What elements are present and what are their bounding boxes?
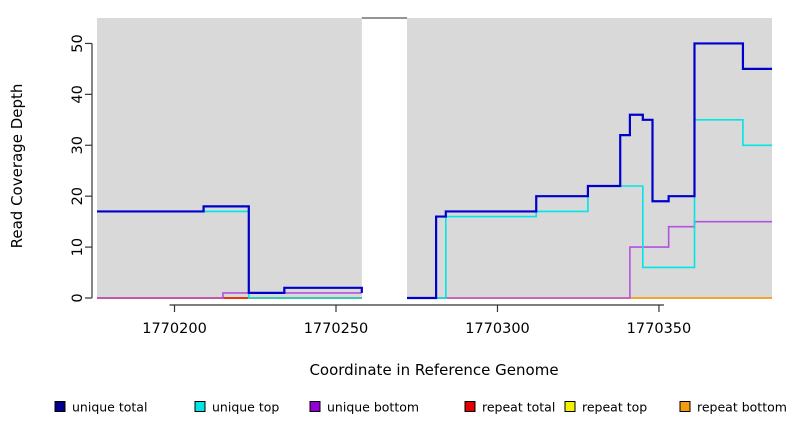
y-tick-label: 10 xyxy=(70,238,86,256)
legend-swatch-unique-total xyxy=(54,401,66,412)
series-line-unique-bottom xyxy=(97,292,362,299)
tick-labels: 0 10 20 30 40 50 1770200 1770250 1770300 1770350 xyxy=(70,34,691,337)
legend: unique total unique top unique bottom repea… xyxy=(54,400,787,415)
x-tick-label: 1770200 xyxy=(142,321,207,337)
y-tick-label: 50 xyxy=(70,34,86,52)
series-line-unique-total xyxy=(97,205,363,295)
y-tick-label: 40 xyxy=(70,85,86,103)
y-tick-label: 0 xyxy=(70,293,86,302)
legend-label-unique-total: unique total xyxy=(72,400,147,415)
legend-swatch-repeat-total xyxy=(464,401,476,412)
legend-swatch-repeat-bottom xyxy=(679,401,691,412)
legend-swatch-unique-top xyxy=(194,401,206,412)
panel-background-left xyxy=(97,18,362,298)
legend-swatch-repeat-top xyxy=(564,401,576,412)
legend-label-repeat-top: repeat top xyxy=(582,400,647,415)
legend-label-unique-top: unique top xyxy=(212,400,279,415)
legend-swatch-unique-bottom xyxy=(309,401,321,412)
legend-label-repeat-total: repeat total xyxy=(482,400,555,415)
x-axis-title: Coordinate in Reference Genome xyxy=(309,361,558,379)
plot-panel xyxy=(97,17,772,298)
x-tick-label: 1770250 xyxy=(304,321,369,337)
series-layer xyxy=(97,42,772,300)
legend-label-repeat-bottom: repeat bottom xyxy=(697,400,787,415)
y-tick-label: 20 xyxy=(70,187,86,205)
x-tick-label: 1770350 xyxy=(627,321,692,337)
legend-label-unique-bottom: unique bottom xyxy=(327,400,419,415)
x-tick-label: 1770300 xyxy=(465,321,530,337)
series-line-unique-top xyxy=(407,119,772,299)
panel-background-right xyxy=(407,18,772,298)
y-tick-label: 30 xyxy=(70,136,86,154)
series-line-unique-total xyxy=(407,42,772,300)
y-axis-title: Read Coverage Depth xyxy=(8,84,26,249)
axes xyxy=(85,42,664,312)
